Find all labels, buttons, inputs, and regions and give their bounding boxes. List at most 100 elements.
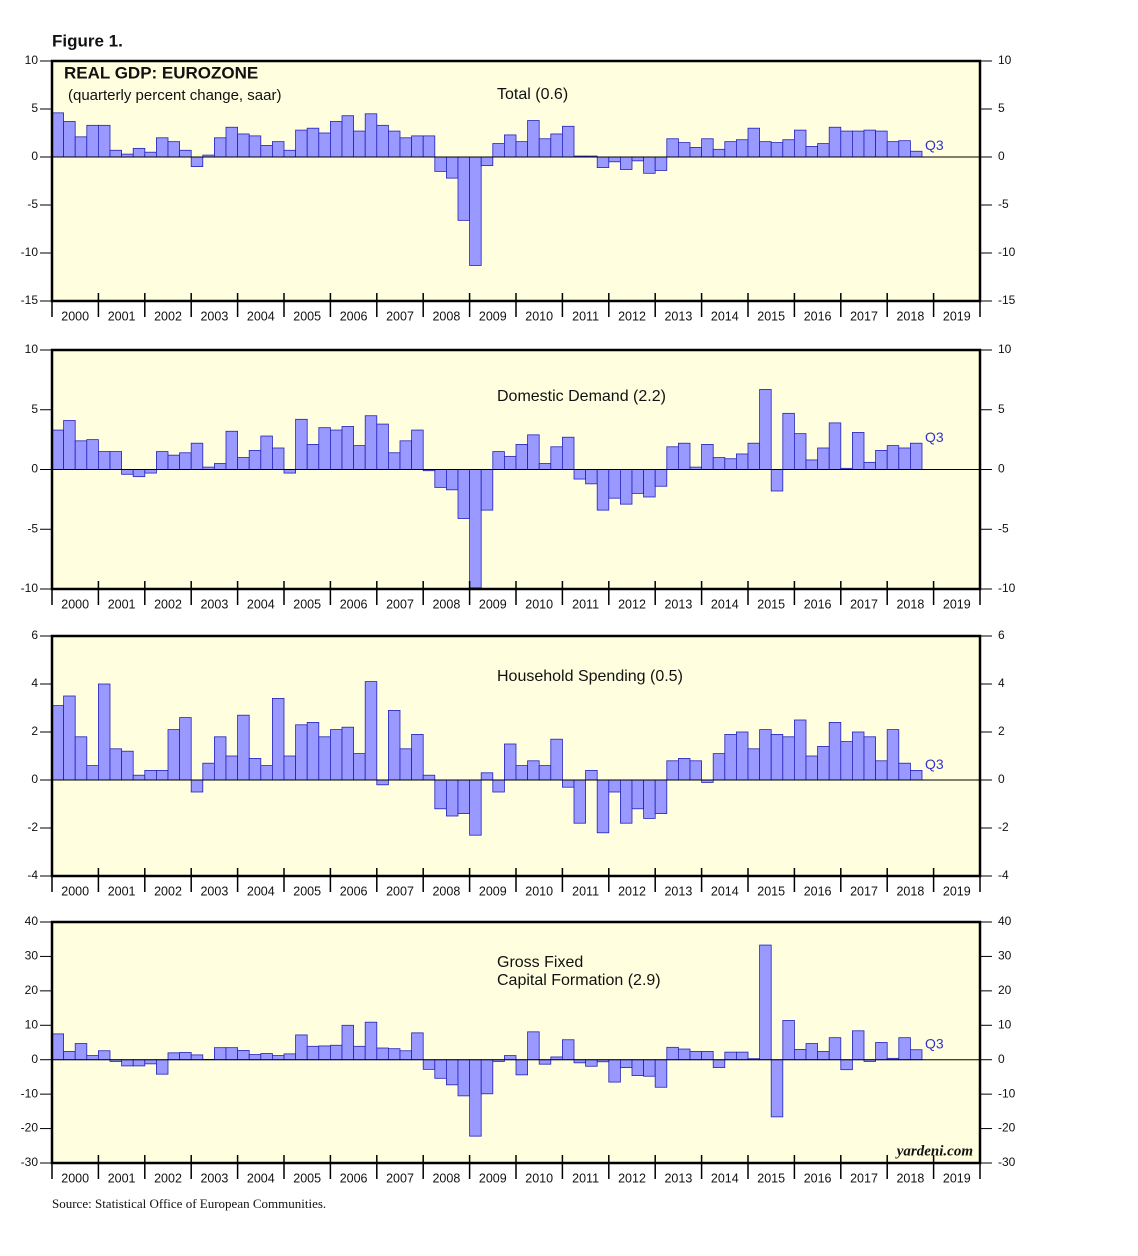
bar — [898, 140, 911, 158]
bar — [353, 130, 366, 158]
y-tick-label: -5 — [27, 521, 38, 535]
bar — [132, 774, 146, 781]
y-tick-label: -10 — [21, 245, 39, 259]
y-tick-label-right: -20 — [998, 1121, 1016, 1135]
x-tick-label: 2009 — [479, 309, 507, 323]
bar — [260, 435, 273, 470]
bar — [51, 1033, 65, 1061]
bar — [74, 440, 88, 470]
bar — [596, 779, 610, 834]
bar — [225, 1047, 239, 1061]
y-tick-label-right: -30 — [998, 1155, 1016, 1169]
x-tick-label: 2004 — [247, 597, 275, 611]
bar — [747, 748, 761, 781]
bar — [364, 1021, 378, 1061]
bar — [898, 1037, 911, 1061]
bar — [434, 1059, 447, 1079]
bar — [782, 412, 795, 470]
bar — [852, 130, 865, 158]
bar — [469, 156, 482, 266]
bar — [63, 695, 76, 781]
y-tick-label-right: 0 — [998, 772, 1005, 786]
watermark: yardeni.com — [895, 1143, 973, 1159]
bar — [434, 779, 447, 810]
x-tick-label: 2001 — [108, 597, 136, 611]
y-tick-label-right: 5 — [998, 101, 1005, 115]
annotation: Q3 — [925, 429, 944, 445]
bar — [86, 439, 99, 470]
bar — [318, 132, 331, 158]
y-tick-label: 0 — [31, 462, 38, 476]
x-tick-label: 2005 — [293, 309, 321, 323]
panel-title: Gross Fixed — [497, 954, 583, 971]
bar — [852, 731, 865, 781]
bar — [863, 129, 877, 158]
bar — [213, 137, 227, 158]
x-tick-label: 2019 — [943, 597, 971, 611]
bar — [852, 432, 865, 470]
bar — [237, 714, 250, 781]
bar — [306, 127, 320, 158]
plot-frame — [50, 634, 982, 878]
bar — [573, 469, 587, 480]
bar — [445, 156, 459, 179]
x-tick-label: 2008 — [432, 309, 460, 323]
bar — [457, 779, 471, 814]
bar — [550, 738, 563, 781]
bar — [51, 705, 65, 781]
x-tick-label: 2009 — [479, 884, 507, 898]
bar — [260, 145, 273, 158]
plot-frame — [50, 920, 982, 1165]
bar — [701, 444, 714, 470]
x-tick-label: 2001 — [108, 884, 136, 898]
bar — [144, 469, 157, 474]
x-tick-label: 2016 — [804, 884, 832, 898]
bar — [886, 445, 900, 470]
x-tick-label: 2011 — [572, 309, 599, 323]
bar — [155, 451, 169, 470]
bar — [701, 138, 714, 158]
bar — [376, 423, 389, 470]
x-tick-label: 2014 — [711, 884, 739, 898]
bar — [643, 1059, 656, 1077]
y-tick-label-right: 30 — [998, 949, 1012, 963]
bar — [538, 138, 552, 158]
y-tick-label: -4 — [27, 868, 38, 882]
x-tick-label: 2003 — [200, 597, 228, 611]
bar — [875, 1042, 888, 1061]
y-tick-label: 10 — [25, 342, 39, 356]
x-tick-label: 2015 — [757, 309, 785, 323]
bar — [759, 389, 772, 470]
bar — [596, 469, 610, 511]
bar — [712, 148, 726, 158]
bar — [910, 442, 923, 470]
bar — [817, 143, 830, 158]
bar — [387, 130, 401, 158]
y-tick-label: 5 — [31, 402, 38, 416]
x-tick-label: 2007 — [386, 884, 414, 898]
bar — [190, 156, 204, 167]
x-tick-label: 2015 — [757, 597, 785, 611]
y-tick-label-right: -10 — [998, 581, 1016, 595]
bar — [318, 1045, 331, 1061]
x-tick-label: 2015 — [757, 1171, 785, 1185]
bar — [109, 748, 123, 781]
y-tick-label-right: -5 — [998, 197, 1009, 211]
bar — [364, 681, 378, 781]
bar — [341, 726, 355, 781]
x-tick-label: 2007 — [386, 309, 414, 323]
bar — [910, 150, 923, 158]
bar — [724, 734, 737, 781]
x-tick-label: 2000 — [61, 884, 89, 898]
bar — [805, 755, 819, 781]
bar — [260, 765, 273, 781]
x-tick-label: 2010 — [525, 884, 553, 898]
y-tick-label: 0 — [31, 149, 38, 163]
bar — [387, 1048, 401, 1061]
bar — [399, 748, 413, 781]
x-tick-label: 2018 — [896, 597, 924, 611]
bar — [608, 156, 621, 163]
bar — [329, 1044, 343, 1061]
bar — [399, 1050, 413, 1061]
bar — [364, 113, 378, 158]
